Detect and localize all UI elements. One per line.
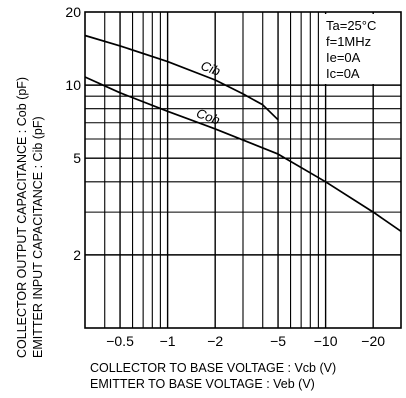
legend-line-ic: Ic=0A	[326, 66, 360, 81]
y-tick-label: 5	[73, 150, 81, 166]
grid	[85, 12, 401, 328]
legend-line-ie: Ie=0A	[326, 50, 361, 65]
plot-frame	[84, 11, 402, 329]
y-axis-title-line2: EMITTER INPUT CAPACITANCE : Cib (pF)	[31, 116, 45, 358]
x-axis-title-line1: COLLECTOR TO BASE VOLTAGE : Vcb (V)	[90, 361, 336, 375]
y-tick-label: 20	[65, 4, 81, 20]
x-tick-label: −10	[314, 333, 338, 349]
y-tick-labels: 20 10 5 2	[65, 4, 81, 263]
x-tick-label: −1	[160, 333, 176, 349]
legend-line-f: f=1MHz	[326, 34, 371, 49]
x-axis-title-line2: EMITTER TO BASE VOLTAGE : Veb (V)	[90, 377, 315, 391]
y-axis-title-line1: COLLECTOR OUTPUT CAPACITANCE : Cob (pF)	[15, 77, 29, 358]
x-tick-labels: −0.5 −1 −2 −5 −10 −20	[106, 333, 385, 349]
legend-box	[320, 14, 400, 84]
x-tick-label: −0.5	[106, 333, 134, 349]
legend-line-ta: Ta=25°C	[326, 18, 376, 33]
series-cib-label: Cib	[199, 58, 223, 79]
y-tick-label: 2	[73, 247, 81, 263]
legend: Ta=25°C f=1MHz Ie=0A Ic=0A	[320, 14, 400, 84]
curves	[84, 34, 402, 232]
x-tick-label: −20	[361, 333, 385, 349]
y-tick-label: 10	[65, 77, 81, 93]
x-tick-label: −5	[270, 333, 286, 349]
series-cib-line	[84, 34, 279, 121]
x-tick-label: −2	[207, 333, 223, 349]
series-cob-line	[84, 76, 402, 232]
